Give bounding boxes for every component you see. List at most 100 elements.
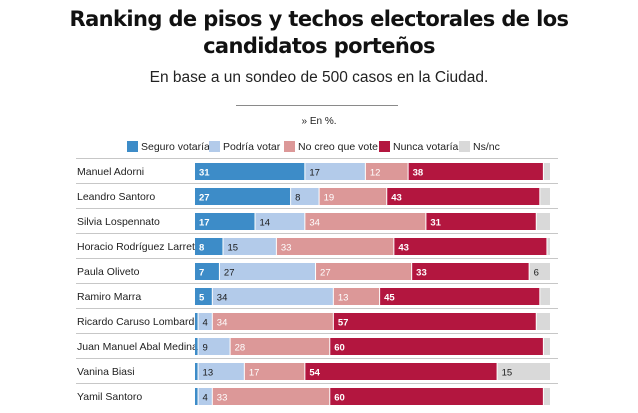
bar-label-seguro-silvia-lospennato: 17 [199,218,210,229]
bar-label-no_creo-silvia-lospennato: 34 [309,218,320,229]
bar-podria-vanina-biasi [198,363,244,380]
bar-seguro-paula-oliveto [195,263,219,280]
bar-label-podria-ramiro-marra: 34 [217,293,228,304]
bar-no_creo-ramiro-marra [333,288,380,305]
bar-nsnc-leandro-santoro [540,188,550,205]
legend: Seguro votaría Podría votar No creo que … [0,140,638,154]
bar-nunca-ramiro-marra [380,288,540,305]
bar-seguro-leandro-santoro [195,188,291,205]
bar-no_creo-silvia-lospennato [305,213,426,230]
bar-label-no_creo-ricardo-caruso-lombardi: 34 [217,318,228,329]
bar-label-no_creo-juan-manuel-abal-medina: 28 [235,343,246,354]
bar-podria-ricardo-caruso-lombardi [198,313,212,330]
bar-seguro-ricardo-caruso-lombardi [195,313,198,330]
bar-nsnc-silvia-lospennato [536,213,550,230]
bar-no_creo-yamil-santoro [212,388,330,405]
bar-nsnc-juan-manuel-abal-medina [543,338,550,355]
bar-label-podria-yamil-santoro: 4 [203,393,208,404]
bar-label-podria-paula-oliveto: 27 [224,268,235,279]
bar-seguro-manuel-adorni [195,163,305,180]
bar-podria-manuel-adorni [305,163,365,180]
bar-nunca-manuel-adorni [408,163,543,180]
row-label-ricardo-caruso-lombardi: Ricardo Caruso Lombardi [77,316,197,328]
row-label-juan-manuel-abal-medina: Juan Manuel Abal Medina [77,341,198,353]
chart-subtitle: En base a un sondeo de 500 casos en la C… [149,69,489,86]
bar-seguro-juan-manuel-abal-medina [195,338,198,355]
legend-swatch-no-creo [284,141,295,152]
bar-label-no_creo-vanina-biasi: 17 [249,368,260,379]
bar-nunca-horacio-rodriguez-larreta [394,238,547,255]
bar-nsnc-yamil-santoro [543,388,550,405]
bar-label-seguro-leandro-santoro: 27 [199,193,210,204]
bar-seguro-ramiro-marra [195,288,212,305]
bar-label-seguro-manuel-adorni: 31 [199,168,210,179]
bar-podria-yamil-santoro [198,388,212,405]
bar-nsnc-paula-oliveto [529,263,550,280]
bar-label-no_creo-paula-oliveto: 27 [320,268,331,279]
bar-label-podria-vanina-biasi: 13 [203,368,214,379]
bar-podria-leandro-santoro [291,188,319,205]
bar-label-nunca-manuel-adorni: 38 [413,168,424,179]
bar-no_creo-leandro-santoro [319,188,387,205]
bar-no_creo-juan-manuel-abal-medina [230,338,330,355]
bar-label-nunca-juan-manuel-abal-medina: 60 [334,343,345,354]
bar-label-nunca-yamil-santoro: 60 [334,393,345,404]
bar-nunca-ricardo-caruso-lombardi [333,313,536,330]
bar-nunca-paula-oliveto [412,263,529,280]
bar-label-nsnc-paula-oliveto: 6 [534,268,539,279]
bar-label-nsnc-vanina-biasi: 15 [502,368,513,379]
bar-label-no_creo-horacio-rodriguez-larreta: 33 [281,243,292,254]
bar-label-podria-leandro-santoro: 8 [295,193,300,204]
bar-seguro-yamil-santoro [195,388,198,405]
legend-swatch-nunca [379,141,390,152]
row-label-paula-oliveto: Paula Oliveto [77,266,140,278]
bar-label-nunca-ramiro-marra: 45 [384,293,395,304]
row-label-horacio-rodriguez-larreta: Horacio Rodríguez Larreta [77,241,201,253]
legend-label-podria: Podría votar [223,141,281,153]
bar-label-podria-ricardo-caruso-lombardi: 4 [203,318,208,329]
bar-nsnc-horacio-rodriguez-larreta [547,238,550,255]
bar-label-nunca-vanina-biasi: 54 [309,368,320,379]
bar-podria-silvia-lospennato [255,213,305,230]
bar-no_creo-ricardo-caruso-lombardi [212,313,333,330]
bar-label-podria-juan-manuel-abal-medina: 9 [203,343,208,354]
bar-no_creo-paula-oliveto [316,263,412,280]
chart-title-line-1: Ranking de pisos y techos electorales de… [69,7,570,31]
chart-title: Ranking de pisos y techos electorales de… [0,6,638,60]
bar-seguro-horacio-rodriguez-larreta [195,238,223,255]
legend-swatch-nsnc [459,141,470,152]
bar-podria-horacio-rodriguez-larreta [223,238,276,255]
bar-label-nunca-horacio-rodriguez-larreta: 43 [398,243,409,254]
bar-label-podria-manuel-adorni: 17 [309,168,320,179]
bar-label-seguro-ramiro-marra: 5 [199,293,205,304]
bar-label-no_creo-yamil-santoro: 33 [217,393,228,404]
bar-nunca-vanina-biasi [305,363,497,380]
bar-nunca-leandro-santoro [387,188,540,205]
bar-no_creo-manuel-adorni [365,163,408,180]
bar-label-nunca-leandro-santoro: 43 [391,193,402,204]
chart-title-line-2: candidatos porteños [203,34,435,58]
bar-label-no_creo-leandro-santoro: 19 [324,193,335,204]
bar-label-podria-silvia-lospennato: 14 [260,218,271,229]
row-label-leandro-santoro: Leandro Santoro [77,191,155,203]
bar-podria-paula-oliveto [219,263,316,280]
bar-label-seguro-paula-oliveto: 7 [199,268,204,279]
bar-nsnc-ricardo-caruso-lombardi [536,313,550,330]
bar-label-no_creo-manuel-adorni: 12 [370,168,381,179]
bar-label-podria-horacio-rodriguez-larreta: 15 [227,243,238,254]
bar-seguro-silvia-lospennato [195,213,255,230]
legend-label-no-creo: No creo que vote [298,141,378,153]
legend-swatch-seguro [127,141,138,152]
legend-label-nunca: Nunca votaría [393,141,459,153]
unit-note: » En %. [301,116,337,127]
legend-swatch-podria [209,141,220,152]
bar-nunca-yamil-santoro [330,388,543,405]
bar-nsnc-ramiro-marra [540,288,550,305]
bar-podria-ramiro-marra [212,288,333,305]
bar-nunca-silvia-lospennato [426,213,536,230]
row-label-vanina-biasi: Vanina Biasi [77,366,135,378]
bar-label-nunca-paula-oliveto: 33 [416,268,427,279]
divider [236,105,398,106]
row-label-yamil-santoro: Yamil Santoro [77,391,142,403]
